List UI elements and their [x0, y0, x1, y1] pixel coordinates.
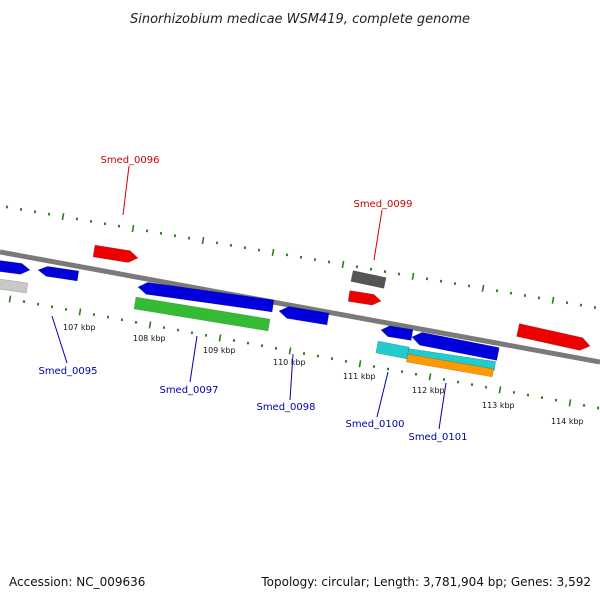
gene-arrow-smed-0097[interactable]: [137, 281, 275, 313]
callout-line: [376, 371, 389, 418]
rna-block-smed-0100[interactable]: [375, 340, 410, 360]
gene-features: [0, 244, 592, 378]
gene-arrow-smed-0094[interactable]: [0, 259, 31, 276]
feature-callouts: [51, 165, 447, 430]
callout-line: [289, 353, 294, 401]
major-tick: [568, 399, 572, 407]
feature-label-smed-0101[interactable]: Smed_0101: [408, 432, 467, 443]
gene-arrow-smed-0102[interactable]: [516, 323, 592, 353]
kbp-label: 113 kbp: [482, 401, 515, 410]
rna-block-smed-0097[interactable]: [133, 296, 271, 332]
gene-arrow-smed-0095[interactable]: [37, 265, 80, 282]
major-tick: [78, 308, 82, 316]
genome-backbone: [0, 249, 600, 365]
major-tick: [288, 347, 292, 355]
inner-tick-track: [8, 295, 600, 410]
major-tick: [131, 224, 135, 233]
accession-text: Accession: NC_009636: [9, 575, 145, 589]
callout-line: [51, 315, 68, 364]
kbp-label: 110 kbp: [273, 358, 306, 367]
major-tick: [341, 260, 345, 269]
kbp-label: 107 kbp: [63, 323, 96, 332]
topology-summary-text: Topology: circular; Length: 3,781,904 bp…: [260, 575, 591, 589]
feature-label-smed-0098[interactable]: Smed_0098: [256, 402, 315, 413]
major-tick: [218, 334, 222, 342]
kbp-label: 114 kbp: [551, 417, 584, 426]
major-tick: [498, 386, 502, 394]
outer-tick-track: [5, 205, 597, 309]
kbp-label: 109 kbp: [203, 346, 236, 355]
major-tick: [8, 295, 12, 303]
kbp-label: 111 kbp: [343, 372, 376, 381]
major-tick: [481, 284, 485, 292]
gene-arrow-smed-0100[interactable]: [380, 325, 414, 341]
feature-label-smed-0095[interactable]: Smed_0095: [38, 366, 97, 377]
feature-label-smed-0099[interactable]: Smed_0099: [353, 199, 412, 210]
major-tick: [411, 272, 415, 280]
kbp-label: 108 kbp: [133, 334, 166, 343]
major-tick: [271, 248, 275, 257]
callout-line: [122, 165, 130, 216]
feature-label-smed-0096[interactable]: Smed_0096: [100, 155, 159, 166]
major-tick: [358, 360, 362, 368]
callout-line: [189, 335, 198, 383]
cds-block-smed-0101[interactable]: [405, 353, 495, 378]
gene-arrow-smed-0098[interactable]: [278, 305, 330, 326]
major-tick: [201, 236, 205, 245]
gene-arrow-smed-0099b[interactable]: [347, 290, 382, 307]
feature-label-smed-0097[interactable]: Smed_0097: [159, 385, 218, 396]
gene-block-smed-0099[interactable]: [350, 270, 387, 289]
gene-arrow-smed-0096[interactable]: [92, 244, 139, 264]
gene-arrow-smed-0101[interactable]: [411, 331, 500, 361]
major-tick: [551, 296, 555, 304]
gene-block-left[interactable]: [0, 277, 29, 294]
major-tick: [428, 373, 432, 381]
major-tick: [61, 212, 65, 221]
major-tick: [148, 321, 152, 329]
kbp-label: 112 kbp: [412, 386, 445, 395]
callout-line: [373, 209, 383, 261]
feature-label-smed-0100[interactable]: Smed_0100: [345, 419, 404, 430]
map-title: Sinorhizobium medicae WSM419, complete g…: [130, 12, 470, 27]
callout-line: [438, 382, 447, 430]
kbp-scale-labels: 107 kbp 108 kbp 109 kbp 110 kbp 111 kbp …: [63, 323, 584, 426]
